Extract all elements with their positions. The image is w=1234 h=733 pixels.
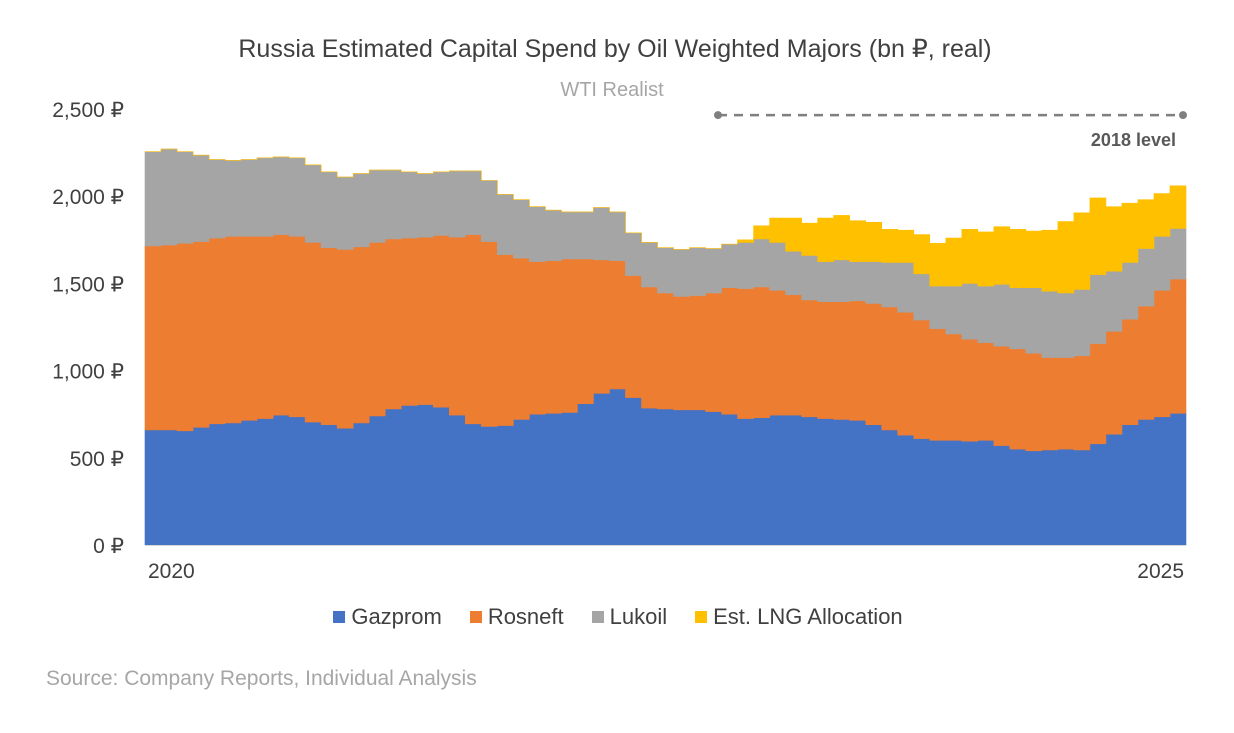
y-tick-label: 0 ₽	[93, 535, 124, 558]
legend: Gazprom Rosneft Lukoil Est. LNG Allocati…	[0, 604, 1234, 630]
x-tick-label: 2020	[148, 560, 195, 583]
legend-item-gazprom: Gazprom	[333, 604, 442, 630]
y-tick-label: 1,000 ₽	[52, 361, 124, 384]
y-tick-label: 1,500 ₽	[52, 273, 124, 296]
x-tick-label: 2025	[1137, 560, 1184, 583]
chart-title: Russia Estimated Capital Spend by Oil We…	[238, 35, 992, 63]
legend-swatch-rosneft	[469, 611, 482, 623]
chart-subtitle: WTI Realist	[560, 79, 664, 101]
reference-line-start-marker	[714, 111, 722, 120]
reference-line-end-marker	[1179, 111, 1187, 120]
y-tick-label: 2,500 ₽	[52, 99, 124, 122]
source-note: Source: Company Reports, Individual Anal…	[46, 667, 477, 690]
y-tick-label: 2,000 ₽	[52, 186, 124, 209]
legend-label-gazprom: Gazprom	[351, 604, 442, 629]
legend-swatch-lukoil	[591, 611, 604, 623]
legend-item-lng: Est. LNG Allocation	[695, 604, 903, 630]
chart-canvas: 0 ₽ 500 ₽ 1,000 ₽ 1,500 ₽ 2,000 ₽ 2,500 ₽ 2020…	[52, 99, 1187, 583]
legend-item-lukoil: Lukoil	[591, 604, 668, 630]
legend-label-rosneft: Rosneft	[487, 604, 564, 629]
legend-item-rosneft: Rosneft	[469, 604, 564, 630]
legend-swatch-gazprom	[333, 611, 346, 623]
legend-label-lukoil: Lukoil	[609, 604, 668, 629]
area-series-est-lng-allocation	[145, 148, 1187, 294]
legend-swatch-lng	[695, 611, 708, 623]
legend-label-lng: Est. LNG Allocation	[713, 604, 903, 629]
reference-line-label: 2018 level	[1091, 130, 1176, 150]
y-tick-label: 500 ₽	[70, 448, 124, 471]
